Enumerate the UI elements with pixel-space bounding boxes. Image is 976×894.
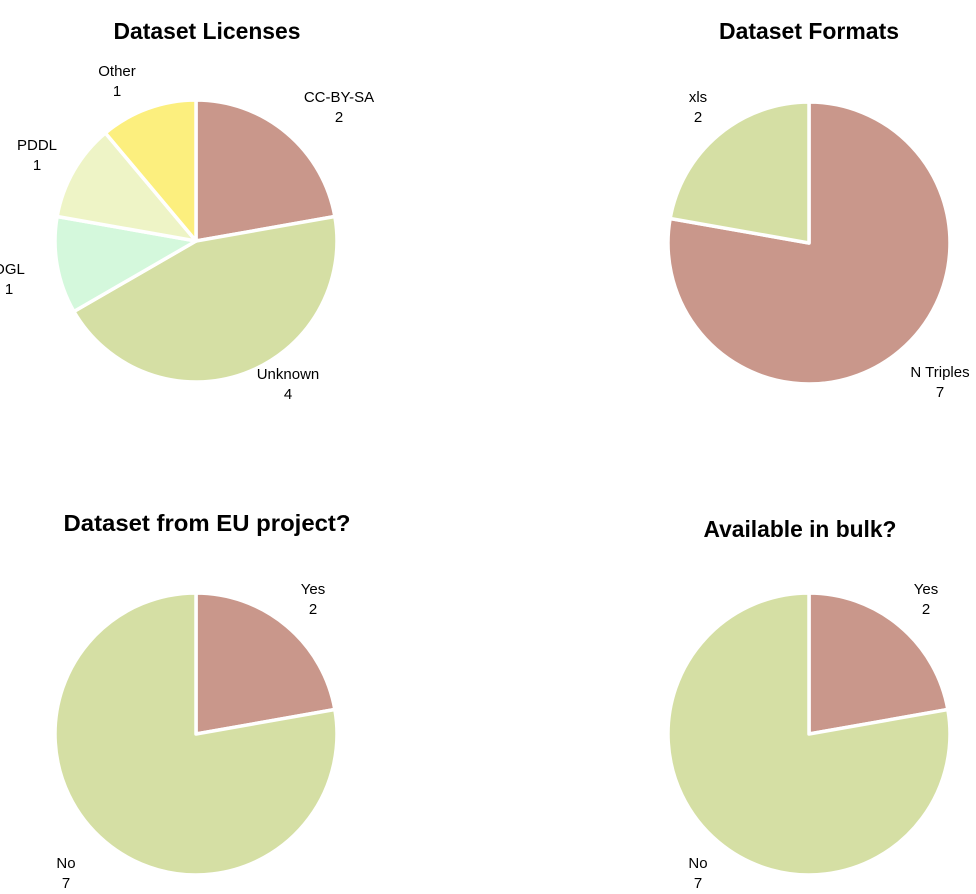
pie-slice-unknown bbox=[72, 214, 339, 384]
pie-slice-xls bbox=[668, 100, 811, 245]
slice-label-value: 2 bbox=[309, 601, 317, 618]
slice-label-value: 2 bbox=[694, 109, 702, 126]
slice-label-value: 1 bbox=[113, 83, 121, 100]
slice-label-text: xls bbox=[689, 89, 707, 106]
chart-dataset-formats: Dataset Formats N Triples 7 xls 2 bbox=[666, 18, 970, 401]
chart-title: Dataset Formats bbox=[719, 18, 899, 44]
slice-label-value: 1 bbox=[5, 281, 13, 298]
pie-slice-no bbox=[53, 591, 339, 877]
slice-label-value: 2 bbox=[922, 601, 930, 618]
chart-available-in-bulk: Available in bulk? Yes 2 No 7 bbox=[666, 516, 952, 892]
chart-title: Dataset Licenses bbox=[114, 18, 301, 44]
pie bbox=[53, 98, 339, 384]
slice-label-text: Yes bbox=[301, 581, 325, 598]
slice-label-text: No bbox=[688, 855, 707, 872]
slice-label-text: No bbox=[56, 855, 75, 872]
slice-label-value: 1 bbox=[33, 157, 41, 174]
chart-title: Dataset from EU project? bbox=[64, 510, 351, 536]
slice-label-xls: xls 2 bbox=[689, 89, 707, 126]
slice-label-pddl: PDDL 1 bbox=[17, 137, 57, 174]
pie-slice-yes bbox=[807, 591, 950, 736]
slice-label-no: No 7 bbox=[688, 855, 707, 892]
slice-label-text: N Triples bbox=[910, 364, 969, 381]
slice-label-value: 7 bbox=[62, 875, 70, 892]
slice-label-value: 7 bbox=[936, 384, 944, 401]
slice-label-text: Yes bbox=[914, 581, 938, 598]
slice-label-value: 4 bbox=[284, 386, 292, 403]
slice-label-value: 7 bbox=[694, 875, 702, 892]
pie bbox=[53, 591, 339, 877]
slice-label-other: Other 1 bbox=[98, 63, 136, 100]
slice-label-yes: Yes 2 bbox=[914, 581, 938, 618]
slice-label-n-triples: N Triples 7 bbox=[910, 364, 969, 401]
slice-label-text: Other bbox=[98, 63, 136, 80]
chart-dataset-licenses: Dataset Licenses CC-BY-SA 2 Unknown 4 OG… bbox=[0, 18, 374, 403]
slice-label-text: Unknown bbox=[257, 366, 320, 383]
pie-slice-cc-by-sa bbox=[194, 98, 337, 243]
pie-slice-pddl bbox=[55, 131, 198, 243]
slice-label-text: OGL bbox=[0, 261, 25, 278]
slice-label-ogl: OGL 1 bbox=[0, 261, 25, 298]
pie bbox=[666, 591, 952, 877]
slice-label-no: No 7 bbox=[56, 855, 75, 892]
slice-label-unknown: Unknown 4 bbox=[257, 366, 320, 403]
slice-label-value: 2 bbox=[335, 109, 343, 126]
pie-slice-yes bbox=[194, 591, 337, 736]
pie-slice-ogl bbox=[53, 214, 198, 314]
slice-label-yes: Yes 2 bbox=[301, 581, 325, 618]
pie-slice-no bbox=[666, 591, 952, 877]
slice-label-text: CC-BY-SA bbox=[304, 89, 374, 106]
slice-label-text: PDDL bbox=[17, 137, 57, 154]
pie bbox=[666, 100, 952, 386]
chart-dataset-from-eu-project: Dataset from EU project? Yes 2 No 7 bbox=[53, 510, 351, 892]
slice-label-cc-by-sa: CC-BY-SA 2 bbox=[304, 89, 374, 126]
pie-slice-other bbox=[103, 98, 198, 243]
chart-title: Available in bulk? bbox=[704, 516, 897, 542]
